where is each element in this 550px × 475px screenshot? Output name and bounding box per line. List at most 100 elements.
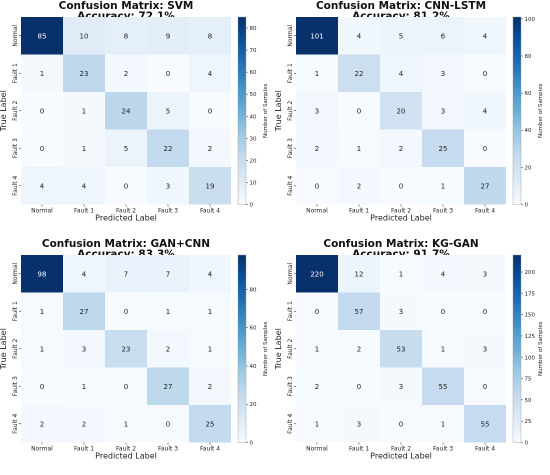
cell-value-label: 10 <box>80 32 89 40</box>
cell-value-label: 0 <box>399 182 403 190</box>
cell-value-label: 5 <box>399 32 403 40</box>
cell-value-label: 0 <box>483 70 487 78</box>
cell-value-label: 0 <box>483 145 487 153</box>
heatmap-cell <box>21 92 63 130</box>
cell-value-label: 1 <box>40 345 44 353</box>
heatmap-cell <box>422 255 464 293</box>
x-tick-label: Normal <box>31 208 53 215</box>
cell-value-label: 23 <box>122 345 131 353</box>
heatmap-cell <box>21 167 63 205</box>
cell-value-label: 8 <box>124 32 128 40</box>
cell-value-label: 1 <box>357 145 361 153</box>
cell-value-label: 7 <box>124 270 128 278</box>
heatmap-cell <box>296 54 338 92</box>
heatmap-cell <box>105 367 147 405</box>
x-tick-label: Fault 1 <box>349 208 369 215</box>
heatmap-cell <box>21 330 63 368</box>
colorbar-tick-label: 30 <box>250 136 257 142</box>
cell-value-label: 4 <box>82 270 87 278</box>
cell-value-label: 4 <box>483 107 488 115</box>
heatmap-cell <box>189 17 231 55</box>
colorbar-tick-label: 50 <box>525 398 532 404</box>
heatmap-cell <box>63 129 105 167</box>
heatmap-cell <box>296 405 338 443</box>
colorbar-tick-label: 80 <box>250 287 257 293</box>
heatmap-cell <box>464 167 506 205</box>
heatmap-cell <box>422 167 464 205</box>
cell-value-label: 3 <box>483 270 487 278</box>
heatmap-cell <box>189 367 231 405</box>
heatmap-cell <box>380 292 422 330</box>
heatmap-cell <box>296 367 338 405</box>
cell-value-label: 4 <box>208 270 213 278</box>
heatmap-cell <box>63 405 105 443</box>
x-tick-label: Fault 4 <box>475 208 495 215</box>
y-tick-label: Fault 1 <box>287 63 294 83</box>
cell-value-label: 8 <box>208 32 212 40</box>
heatmap-cell <box>189 167 231 205</box>
cell-value-label: 0 <box>166 420 170 428</box>
heatmap-cell <box>147 129 189 167</box>
cell-value-label: 22 <box>355 70 364 78</box>
cell-value-label: 1 <box>315 420 319 428</box>
y-tick-label: Fault 2 <box>12 101 19 121</box>
cell-value-label: 4 <box>357 32 362 40</box>
colorbar <box>237 254 247 443</box>
heatmap-cell <box>147 255 189 293</box>
x-tick-label: Normal <box>306 208 328 215</box>
heatmap-cell <box>464 54 506 92</box>
heatmap-cell <box>21 129 63 167</box>
cell-value-label: 1 <box>40 70 44 78</box>
cell-value-label: 1 <box>441 420 445 428</box>
cell-value-label: 220 <box>310 270 323 278</box>
cell-value-label: 1 <box>315 70 319 78</box>
colorbar-tick-label: 20 <box>250 158 257 164</box>
cell-value-label: 4 <box>483 32 488 40</box>
heatmap-cell <box>105 92 147 130</box>
colorbar-tick-label: 150 <box>525 313 536 319</box>
heatmap-cell <box>296 292 338 330</box>
colorbar-tick-label: 40 <box>525 128 532 134</box>
y-tick-label: Fault 3 <box>12 138 19 158</box>
colorbar-tick-label: 100 <box>525 17 536 23</box>
cell-value-label: 2 <box>315 383 319 391</box>
cell-value-label: 1 <box>441 345 445 353</box>
heatmap-cell <box>380 92 422 130</box>
cell-value-label: 3 <box>82 345 86 353</box>
heatmap-cell <box>63 167 105 205</box>
cell-value-label: 101 <box>310 32 323 40</box>
cell-value-label: 9 <box>166 32 170 40</box>
cell-value-label: 2 <box>315 145 319 153</box>
heatmap-cell <box>464 129 506 167</box>
heatmap-cell <box>464 255 506 293</box>
cell-value-label: 3 <box>441 70 445 78</box>
cell-value-label: 0 <box>357 107 361 115</box>
cell-value-label: 1 <box>208 345 212 353</box>
heatmap-cell <box>380 54 422 92</box>
heatmap-cell <box>147 330 189 368</box>
heatmap-cell <box>422 330 464 368</box>
colorbar-label: Number of Samples <box>263 321 269 376</box>
x-tick-label: Fault 4 <box>200 446 220 453</box>
y-tick-label: Normal <box>12 263 19 285</box>
heatmap-cell <box>464 405 506 443</box>
heatmap-cell <box>189 255 231 293</box>
heatmap-cell <box>147 292 189 330</box>
heatmap-cell <box>338 367 380 405</box>
colorbar-tick-label: 80 <box>250 26 257 32</box>
heatmap-cell <box>147 54 189 92</box>
colorbar-label: Number of Samples <box>538 321 544 376</box>
heatmap-cell <box>105 17 147 55</box>
heatmap-cell <box>21 54 63 92</box>
cell-value-label: 27 <box>481 182 490 190</box>
cell-value-label: 0 <box>124 383 128 391</box>
colorbar-tick-label: 20 <box>525 165 532 171</box>
cell-value-label: 2 <box>124 70 128 78</box>
colorbar-tick-label: 20 <box>250 402 257 408</box>
heatmap-cell <box>189 330 231 368</box>
heatmap-cell <box>21 17 63 55</box>
heatmap-cell <box>63 54 105 92</box>
colorbar-label: Number of Samples <box>263 83 269 138</box>
heatmap-cell <box>147 405 189 443</box>
